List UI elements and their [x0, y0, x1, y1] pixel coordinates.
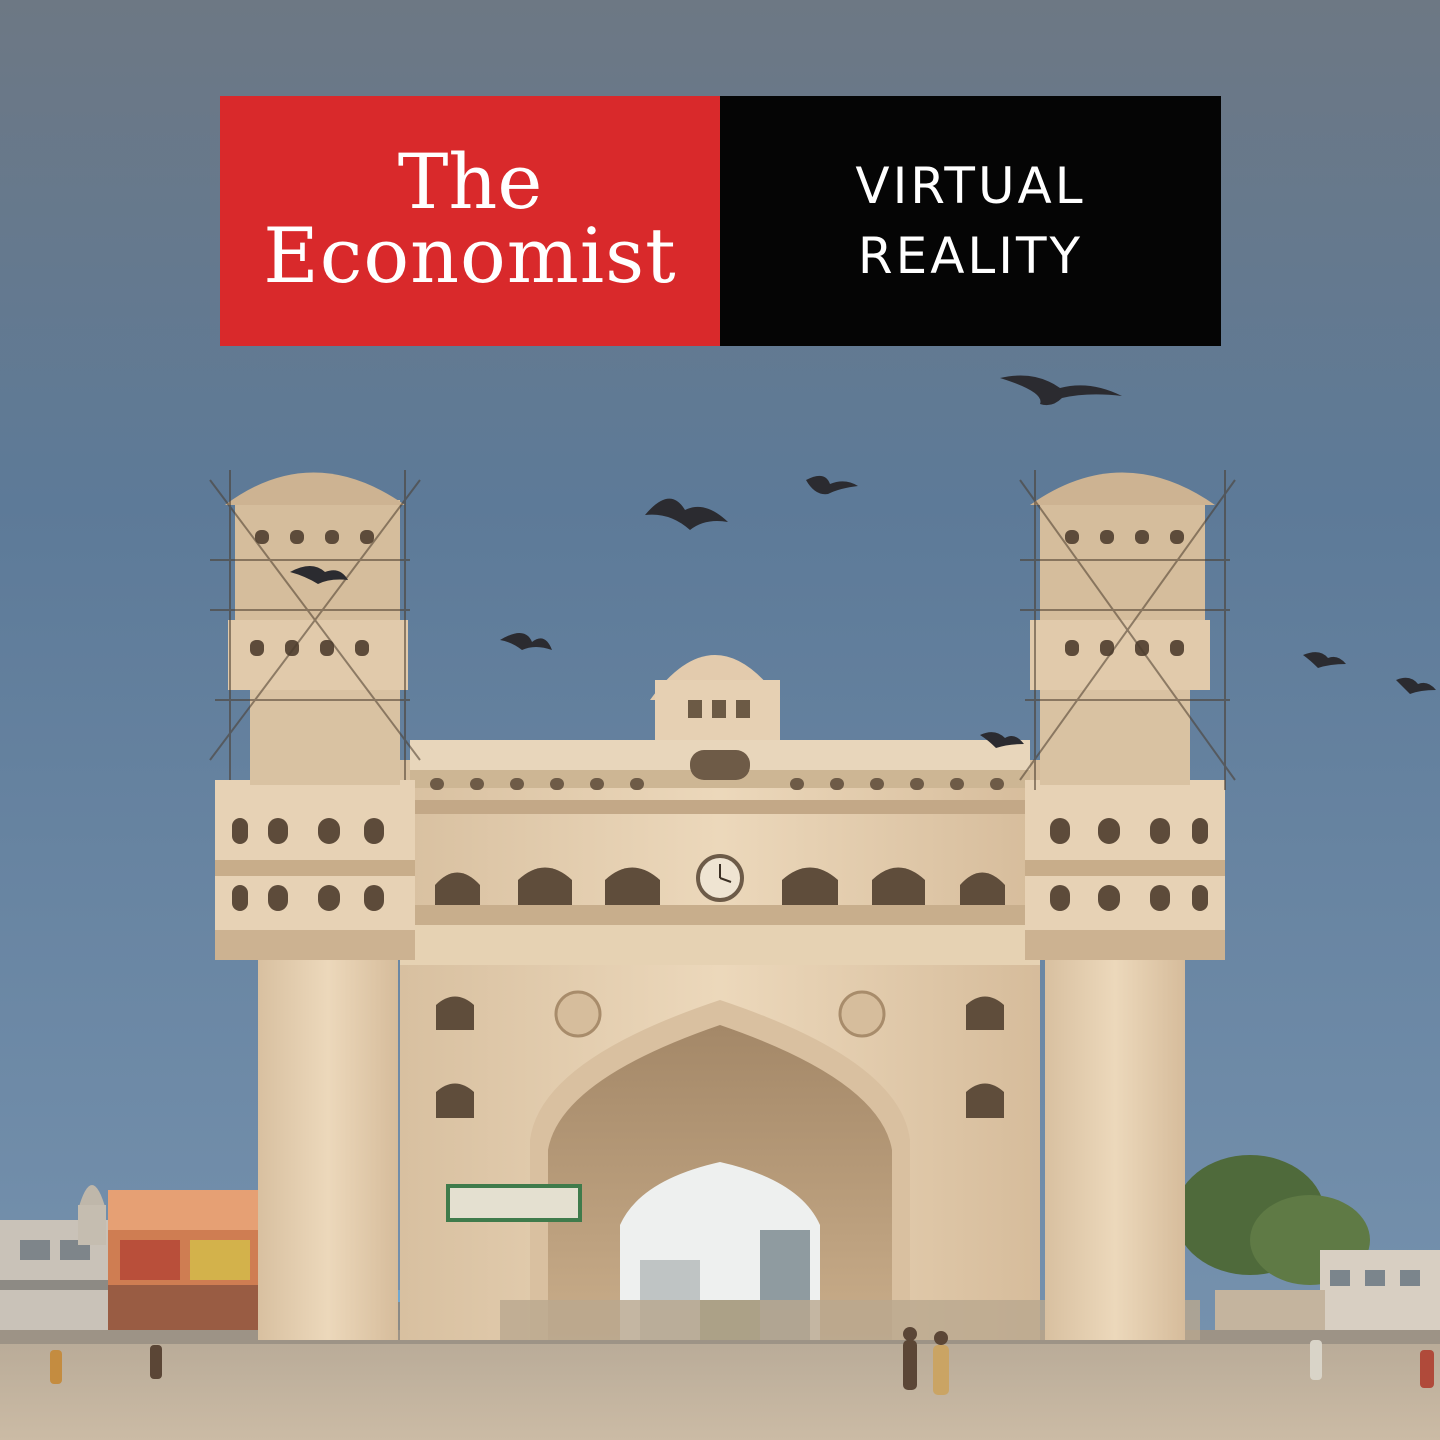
product-label: VIRTUAL REALITY [720, 96, 1221, 346]
logo-line-2: Economist [263, 211, 677, 300]
product-line-1: VIRTUAL [855, 157, 1086, 215]
left-minaret [209, 470, 421, 1340]
birds [290, 375, 1436, 748]
economist-logo: The Economist [220, 96, 720, 346]
product-line-2: REALITY [857, 227, 1084, 285]
monument [400, 655, 1200, 1340]
economist-vr-banner: The Economist VIRTUAL REALITY [220, 96, 1221, 346]
logo-line-1: The [397, 137, 543, 226]
ground [0, 1340, 1440, 1440]
pedestrians [50, 1327, 1434, 1395]
right-minaret [1019, 470, 1236, 1340]
city-right [1080, 1155, 1440, 1348]
